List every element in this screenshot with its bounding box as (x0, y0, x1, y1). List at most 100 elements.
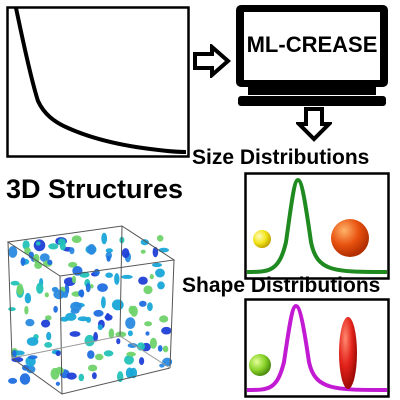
particle (55, 350, 61, 357)
particle (111, 299, 124, 311)
cube-edges (6, 225, 176, 395)
particle (70, 301, 82, 312)
size-panel-frame (244, 172, 390, 280)
particle (108, 328, 115, 339)
particle (62, 291, 69, 298)
particle (157, 345, 163, 352)
particle (105, 272, 113, 278)
particle (106, 255, 111, 262)
particle (139, 300, 147, 307)
particle (147, 302, 153, 312)
particle (36, 241, 41, 246)
particle (161, 326, 172, 335)
particle (28, 355, 38, 360)
shape-distribution-curve (246, 303, 388, 392)
particle (10, 280, 20, 286)
particle (33, 239, 46, 252)
particle (93, 331, 98, 342)
particle (45, 315, 52, 321)
particle (78, 289, 84, 297)
particle (66, 372, 77, 380)
particle (47, 259, 53, 265)
monitor-label: ML-CREASE (246, 32, 378, 57)
particle (85, 282, 91, 293)
particle (101, 296, 106, 309)
monitor-icon (236, 5, 388, 106)
particle (97, 324, 103, 331)
particle (77, 316, 89, 322)
intensity-curve (14, 7, 187, 154)
particle (46, 331, 52, 341)
shape-distribution-panel (244, 298, 390, 398)
particle (68, 261, 78, 268)
particle (24, 292, 32, 304)
particle (162, 345, 169, 353)
particle (97, 283, 108, 292)
particle (87, 244, 96, 255)
particle (140, 239, 149, 246)
particle (53, 305, 58, 313)
particle (152, 246, 159, 258)
particle (139, 357, 145, 366)
particle (149, 274, 154, 280)
particle (41, 319, 51, 328)
particle (152, 262, 162, 268)
particle (44, 292, 49, 298)
arrow-down-icon (296, 107, 332, 142)
particle (57, 238, 66, 246)
particle (140, 249, 146, 254)
particle (36, 282, 44, 294)
particle (72, 275, 76, 284)
particle (126, 351, 136, 357)
particle (101, 232, 108, 245)
particle (87, 350, 95, 359)
particle (121, 274, 133, 279)
scattering-plot-frame (6, 6, 190, 158)
particle (84, 334, 95, 347)
large-sphere-icon (331, 219, 369, 257)
particle (92, 372, 97, 380)
3d-structures-title: 3D Structures (6, 174, 184, 204)
particle (60, 316, 69, 322)
particle (158, 247, 169, 253)
particle (145, 331, 150, 336)
arrow-right-icon (193, 44, 232, 78)
particle (93, 268, 100, 276)
particle (149, 337, 157, 349)
scattering-curve-panel (6, 6, 190, 158)
particle (24, 305, 29, 315)
3d-structure-cube (6, 225, 176, 395)
particle (71, 235, 82, 243)
particle (103, 350, 114, 357)
size-distribution-panel (244, 172, 390, 280)
particle (50, 367, 60, 380)
particle (129, 367, 138, 379)
particle (39, 253, 50, 262)
particle (104, 314, 113, 321)
particle (116, 338, 121, 345)
particle (127, 330, 133, 337)
particle (44, 342, 53, 348)
particle (144, 321, 153, 327)
particle (114, 273, 120, 285)
particle (25, 318, 35, 327)
particle (8, 377, 18, 384)
size-distribution-curve (246, 177, 388, 274)
particle (127, 343, 138, 348)
particle (53, 289, 65, 300)
small-sphere-icon (253, 230, 271, 248)
shape-distributions-title: Shape Distributions (182, 274, 381, 297)
particle (87, 364, 98, 372)
particle (105, 248, 113, 253)
particle (26, 337, 39, 346)
particle (156, 235, 164, 242)
particle (69, 331, 81, 337)
particle (19, 373, 31, 385)
particle (33, 253, 40, 264)
particle (121, 248, 130, 259)
particle (8, 246, 18, 258)
particle (143, 285, 153, 295)
particle (125, 317, 136, 329)
particle (157, 281, 165, 290)
particle (16, 283, 24, 296)
